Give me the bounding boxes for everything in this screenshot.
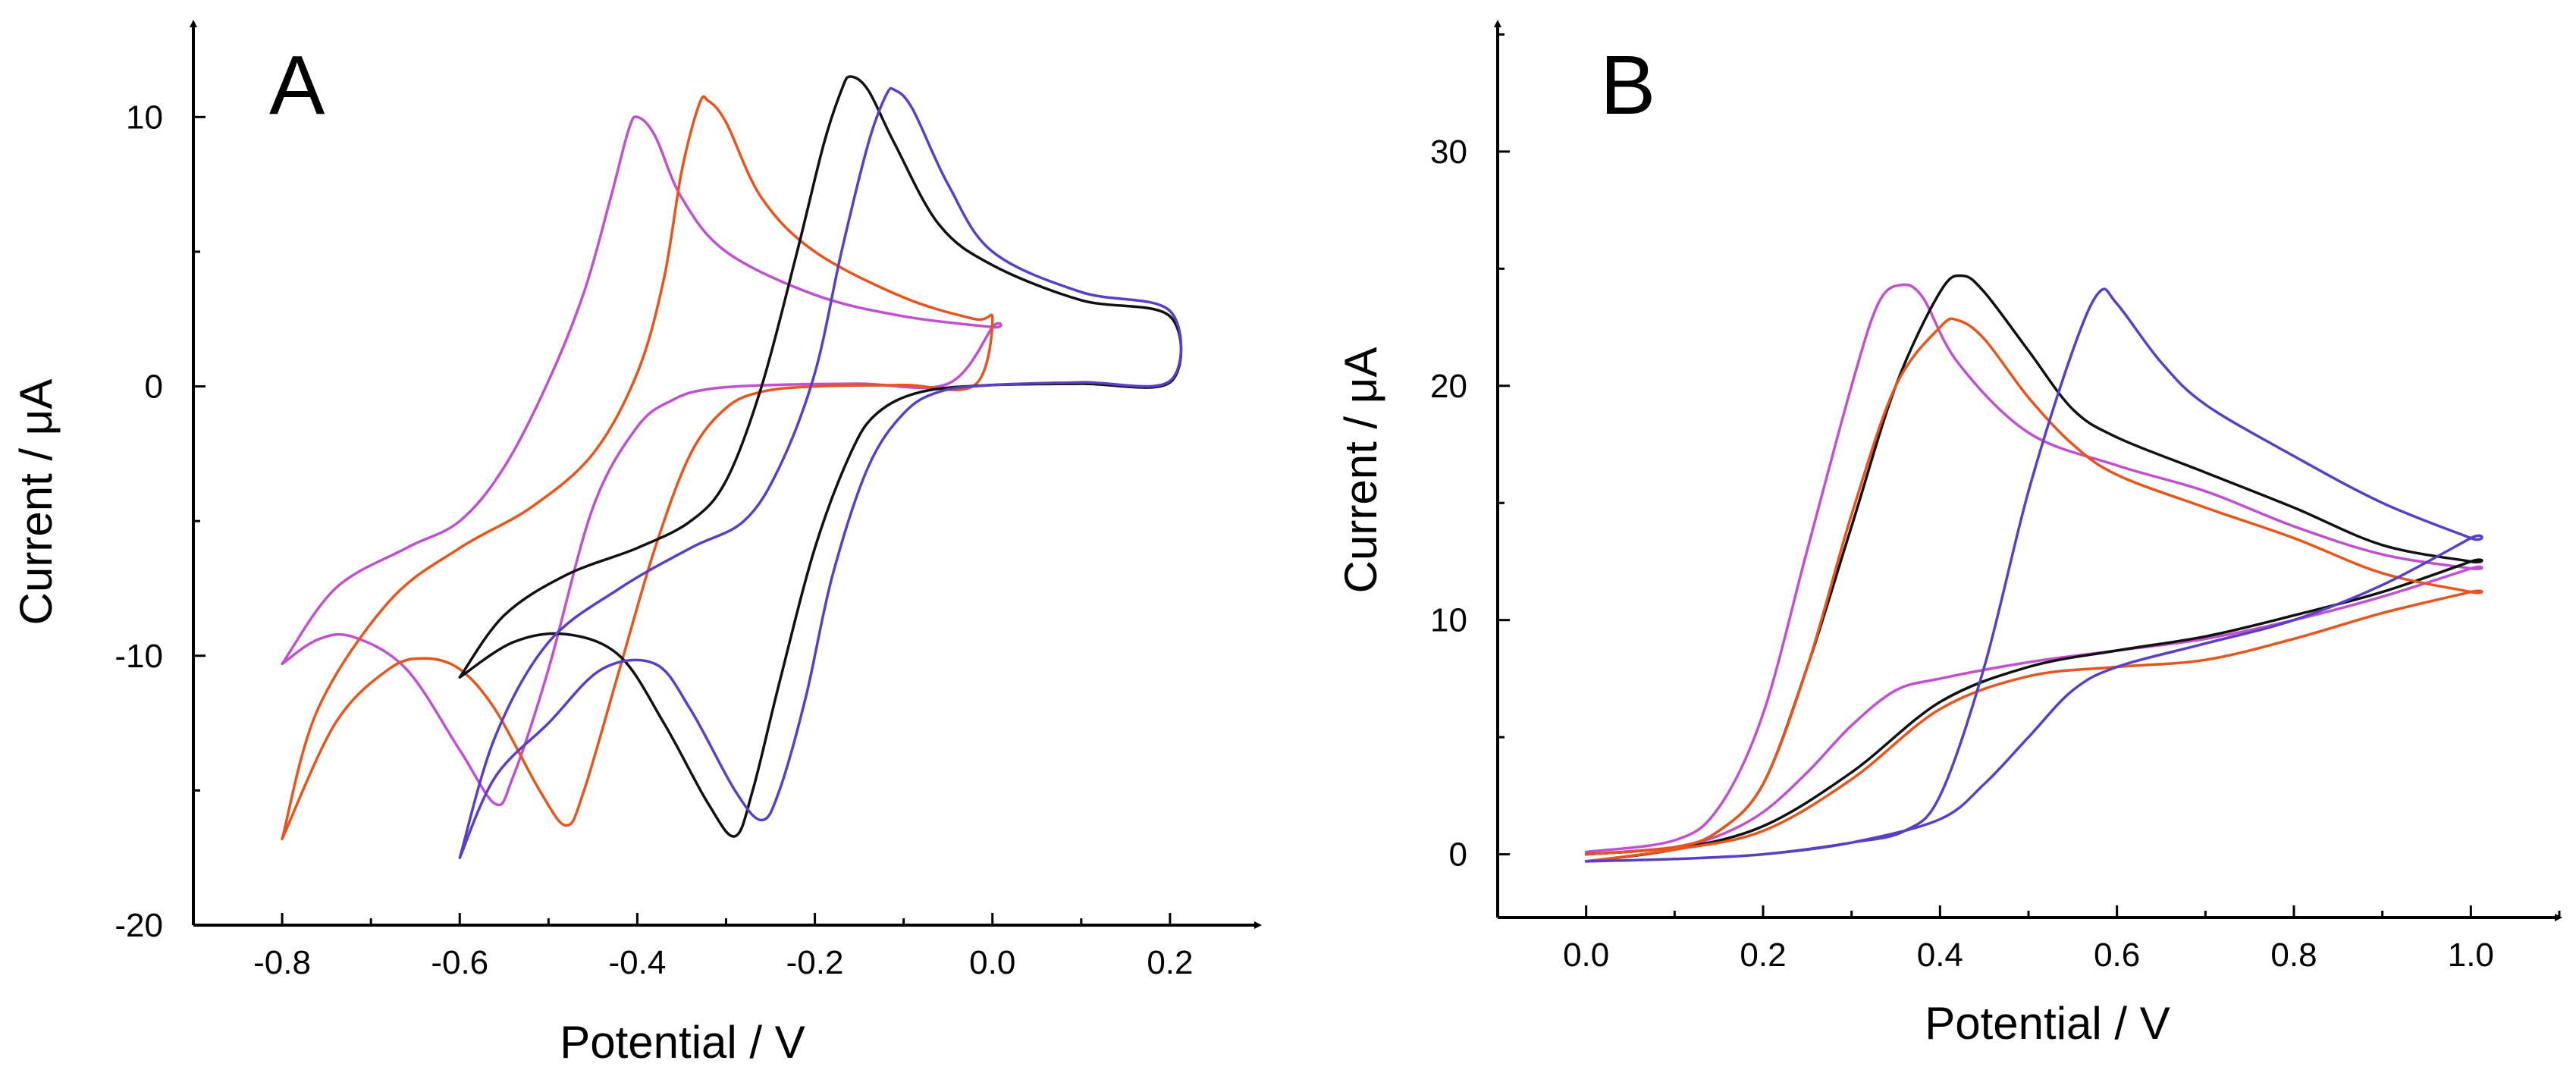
panel-b: B Potential / V Current / μA 0.0 0.2 0.4 0.… [1335,20,2562,1049]
x-tick-label: -0.6 [431,944,488,981]
x-axis-title-a: Potential / V [560,1017,805,1068]
y-tick-label: 0 [145,369,163,406]
y-tick-label: 30 [1430,133,1467,171]
y-tick-label: -10 [115,638,163,675]
panel-a: A Potential / V Current / μA -0.8 -0.6 -0.… [11,20,1262,1068]
x-tick-label: 1.0 [2448,937,2494,974]
axes-b: 0.0 0.2 0.4 0.6 0.8 1.0 0 10 20 30 [1430,20,2562,974]
y-axis-title-b: Current / μA [1335,347,1386,594]
series-group-a [281,75,1183,859]
x-axis-title-b: Potential / V [1925,998,2170,1049]
series-line-a-2 [281,95,994,841]
series-line-a-3 [458,75,1183,838]
series-line-b-2 [1584,274,2483,863]
x-tick-label: -0.2 [786,944,844,981]
x-tick-label: 0.2 [1147,944,1193,981]
panel-label-b: B [1600,39,1655,132]
x-tick-label: 0.2 [1740,937,1786,974]
y-tick-label: 20 [1430,368,1467,405]
x-tick-label: 0.4 [1917,937,1963,974]
series-group-b [1584,274,2483,863]
x-tick-label: -0.8 [253,944,311,981]
y-tick-label: 10 [126,99,163,136]
x-tick-label: 0.6 [2094,937,2140,974]
x-tick-label: -0.4 [609,944,667,981]
panel-label-a: A [269,39,325,132]
series-line-b-4 [1584,287,2483,863]
x-tick-label: 0.8 [2270,937,2317,974]
series-line-a-1 [281,115,1002,807]
y-tick-label: -20 [115,907,163,944]
axes-a: -0.8 -0.6 -0.4 -0.2 0.0 0.2 -20 -10 0 10 [115,20,1262,981]
y-tick-label: 0 [1449,836,1467,874]
y-axis-title-a: Current / μA [11,379,61,626]
series-line-b-1 [1584,283,2483,856]
x-tick-label: 0.0 [969,944,1015,981]
series-line-b-3 [1584,317,2483,863]
x-tick-label: 0.0 [1563,937,1609,974]
series-line-a-4 [458,86,1183,859]
y-tick-label: 10 [1430,602,1467,639]
